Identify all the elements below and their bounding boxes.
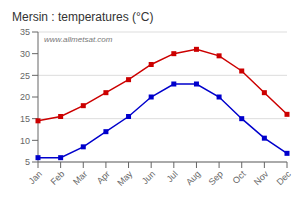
svg-text:Jul: Jul	[165, 169, 180, 184]
svg-text:25: 25	[20, 71, 30, 81]
svg-text:Sep: Sep	[207, 169, 225, 187]
svg-text:35: 35	[20, 27, 30, 37]
svg-text:Dec: Dec	[275, 169, 294, 188]
svg-text:Feb: Feb	[49, 169, 67, 187]
html-text:www.allmetsat.com: www.allmetsat.com	[44, 35, 113, 44]
html-text:Mersin : temperatures (°C): Mersin : temperatures (°C)	[12, 10, 154, 24]
svg-text:Jan: Jan	[27, 169, 44, 186]
svg-text:20: 20	[20, 92, 30, 102]
svg-text:Apr: Apr	[95, 169, 112, 186]
svg-text:Mar: Mar	[71, 169, 89, 187]
svg-text:Nov: Nov	[252, 169, 271, 188]
svg-text:May: May	[115, 169, 134, 188]
svg-text:30: 30	[20, 49, 30, 59]
svg-text:10: 10	[20, 136, 30, 146]
svg-text:15: 15	[20, 114, 30, 124]
svg-text:Jun: Jun	[140, 169, 157, 186]
svg-text:Aug: Aug	[184, 169, 202, 187]
svg-text:5: 5	[25, 157, 30, 167]
svg-text:Oct: Oct	[231, 169, 248, 186]
